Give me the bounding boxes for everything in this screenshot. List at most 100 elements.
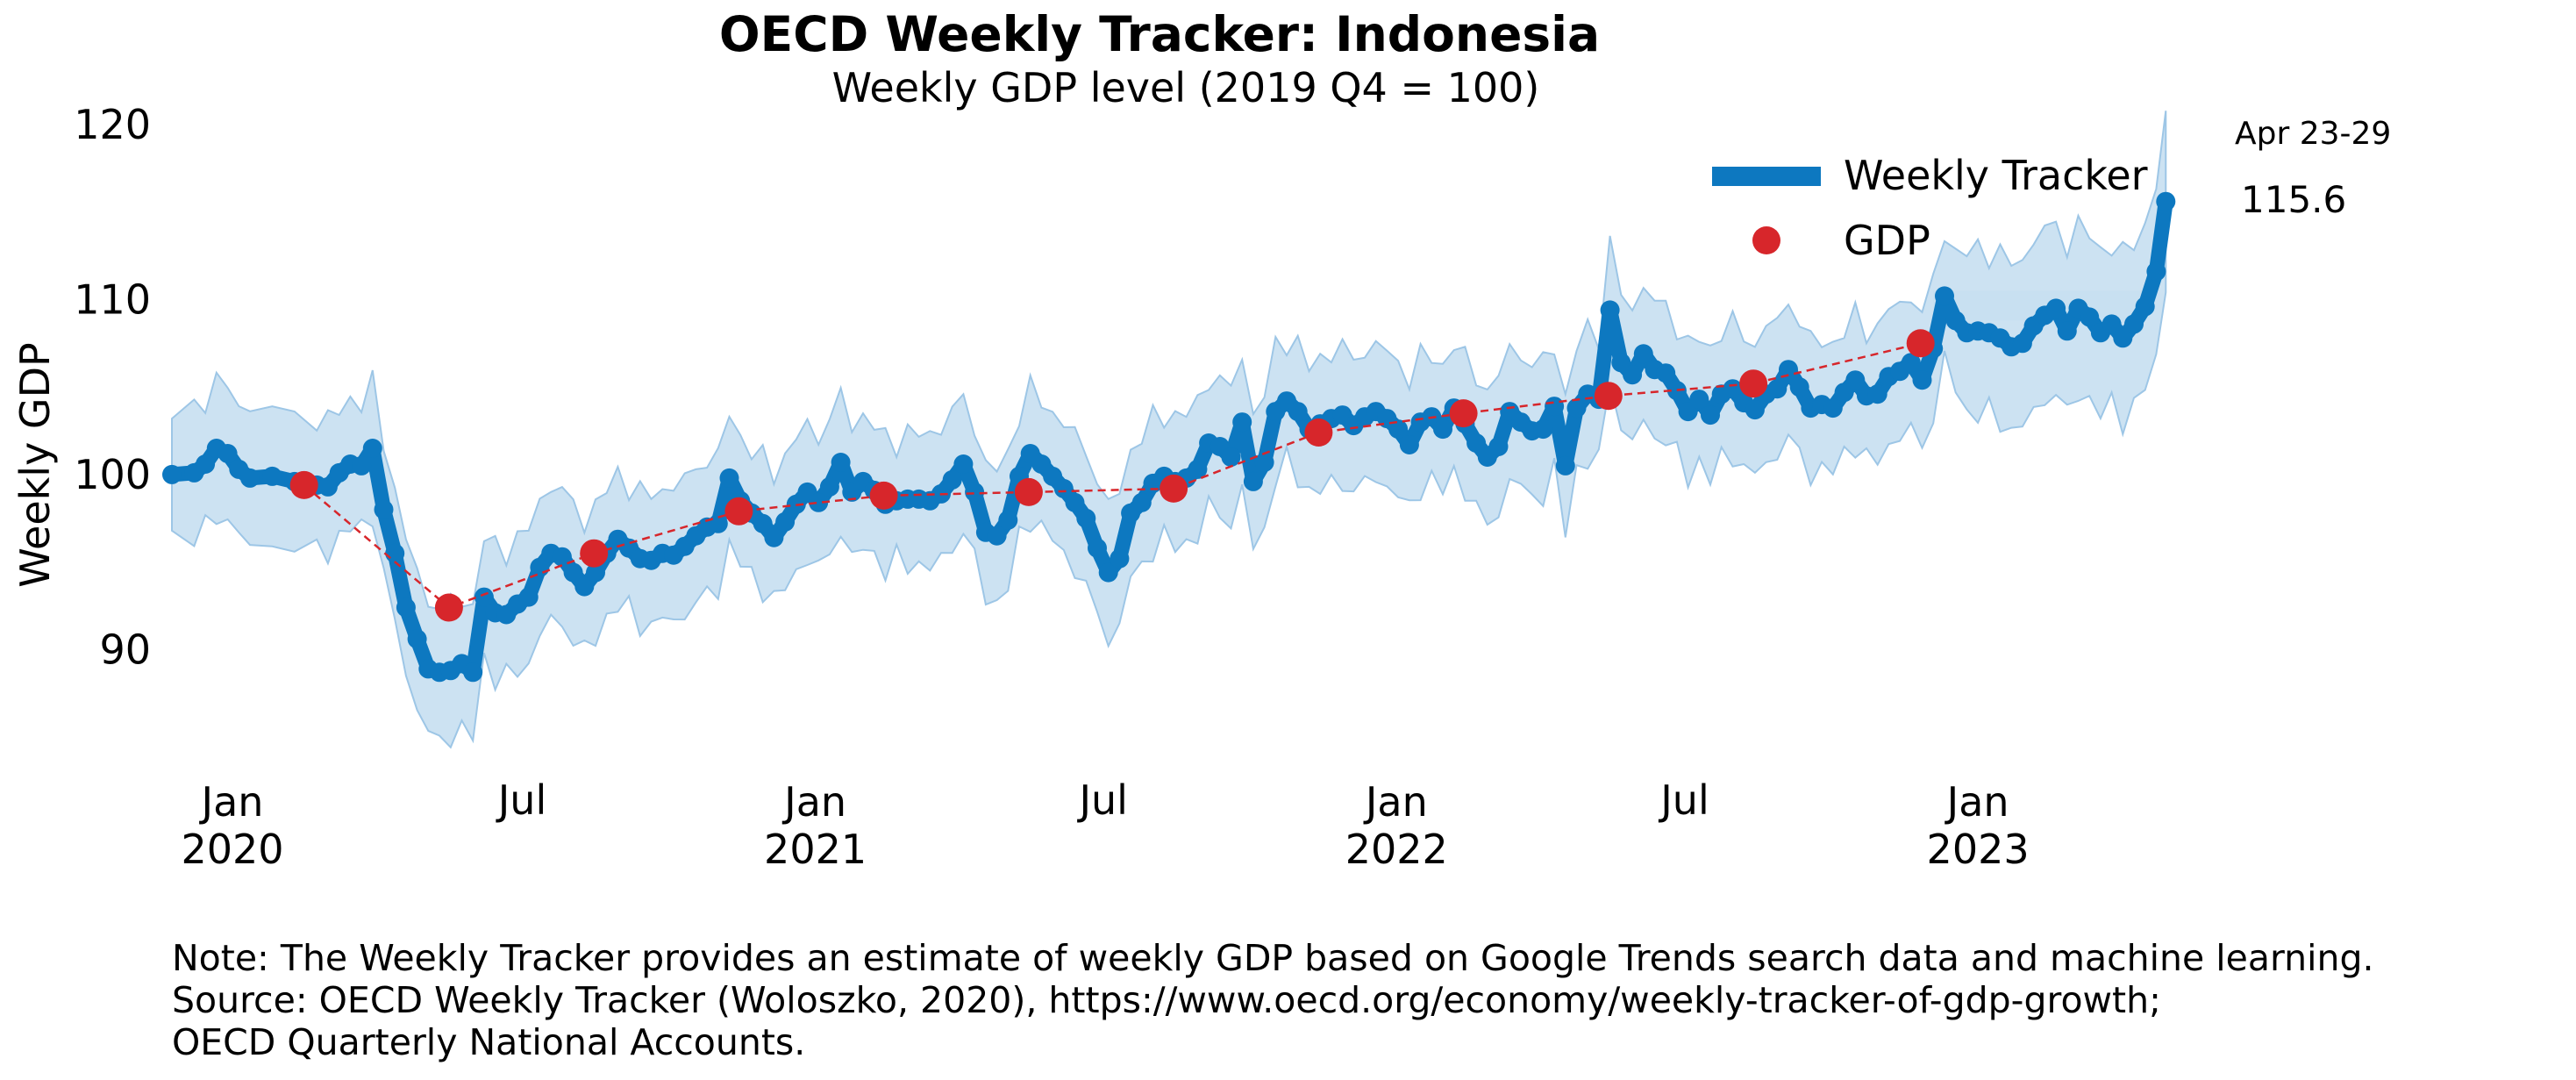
tracker-line-layer	[162, 191, 2176, 683]
gdp-point	[289, 470, 318, 499]
weekly-tracker-point	[1912, 370, 1932, 390]
weekly-tracker-point	[1466, 433, 1487, 453]
x-tick-label: Jul	[1658, 776, 1709, 824]
weekly-tracker-point	[1779, 360, 1798, 380]
weekly-tracker-point	[1388, 419, 1409, 440]
weekly-tracker-point	[987, 526, 1007, 546]
gdp-point	[1160, 474, 1188, 503]
weekly-tracker-point	[563, 562, 583, 583]
x-tick-label: Jan	[1363, 778, 1428, 826]
weekly-tracker-point	[1623, 365, 1643, 385]
weekly-tracker-point	[1633, 344, 1653, 364]
weekly-tracker-point	[831, 453, 851, 472]
weekly-tracker-point	[1745, 400, 1765, 420]
weekly-tracker-point	[1098, 562, 1118, 583]
weekly-tracker-point	[518, 587, 539, 607]
weekly-tracker-point	[1566, 398, 1587, 418]
weekly-tracker-point	[1243, 471, 1263, 491]
gdp-point	[580, 539, 609, 568]
weekly-tracker-point	[2146, 261, 2166, 282]
y-tick-label: 90	[99, 626, 151, 673]
confidence-band	[171, 111, 2167, 749]
weekly-tracker-point	[1188, 459, 1208, 479]
weekly-tracker-point	[1131, 492, 1152, 512]
weekly-tracker-point	[1611, 353, 1631, 373]
chart-subtitle: Weekly GDP level (2019 Q4 = 100)	[832, 64, 1540, 111]
weekly-tracker-point	[1232, 412, 1252, 433]
latest-value-annotation: 115.6	[2241, 178, 2346, 221]
weekly-tracker-point	[1288, 402, 1308, 422]
legend: Weekly Tracker GDP	[1712, 152, 2148, 264]
gdp-series-layer	[289, 329, 1935, 622]
gdp-point	[1449, 399, 1478, 428]
weekly-tracker-point	[1533, 419, 1553, 440]
weekly-tracker-point	[1845, 370, 1866, 390]
weekly-tracker-point	[1065, 492, 1085, 512]
gdp-point	[1014, 477, 1043, 506]
weekly-tracker-point	[1555, 455, 1575, 476]
weekly-tracker-point	[1945, 311, 1966, 331]
weekly-tracker-point	[474, 587, 494, 607]
x-tick-label: Jan	[781, 778, 846, 826]
gdp-point	[724, 497, 753, 526]
weekly-tracker-point	[1789, 377, 1809, 397]
weekly-tracker-point	[965, 482, 985, 502]
legend-gdp-label: GDP	[1844, 217, 1930, 264]
weekly-tracker-point	[753, 513, 773, 533]
gdp-dashed-line	[303, 342, 1921, 609]
weekly-tracker-point	[1053, 478, 1074, 498]
weekly-tracker-point	[2101, 314, 2122, 334]
weekly-tracker-point	[2135, 297, 2155, 317]
weekly-tracker-point	[1867, 384, 1887, 404]
weekly-tracker-point	[1088, 538, 1107, 558]
chart-title: OECD Weekly Tracker: Indonesia	[719, 6, 1600, 62]
weekly-tracker-point	[953, 454, 974, 474]
y-tick-label: 110	[74, 275, 151, 323]
weekly-tracker-point	[819, 476, 839, 497]
weekly-tracker-point	[1433, 419, 1452, 440]
weekly-tracker-point	[574, 576, 595, 597]
weekly-tracker-point	[318, 476, 338, 497]
weekly-tracker-point	[2046, 298, 2066, 318]
x-tick-label: Jan	[1944, 778, 2009, 826]
note-text: Note: The Weekly Tracker provides an est…	[172, 937, 2374, 979]
weekly-tracker-point	[362, 439, 382, 458]
weekly-tracker-point	[463, 662, 483, 683]
gdp-point	[434, 593, 463, 622]
weekly-tracker-point	[1689, 390, 1709, 410]
weekly-tracker-point	[407, 629, 427, 649]
weekly-tracker-point	[2113, 328, 2133, 348]
weekly-tracker-point	[1935, 286, 1954, 306]
x-tick-label: 2020	[181, 826, 283, 873]
weekly-tracker-point	[162, 464, 182, 484]
x-tick-label: 2022	[1345, 826, 1448, 873]
weekly-tracker-point	[586, 562, 605, 583]
weekly-tracker-point	[2012, 333, 2032, 354]
weekly-tracker-point	[2057, 321, 2077, 341]
weekly-tracker-point	[1834, 383, 1854, 403]
y-axis-ticks: 90 100 110 120	[74, 101, 151, 674]
weekly-tracker-point	[262, 466, 282, 486]
weekly-tracker-point	[1399, 435, 1419, 454]
x-tick-label: 2023	[1927, 826, 2030, 873]
weekly-tracker-point	[719, 468, 739, 488]
latest-week-annotation: Apr 23-29	[2235, 116, 2391, 152]
y-axis-label: Weekly GDP	[11, 342, 59, 587]
gdp-point	[1594, 382, 1623, 411]
weekly-tracker-point	[764, 527, 784, 547]
gdp-point	[1739, 369, 1768, 398]
weekly-tracker-point	[1221, 447, 1241, 467]
weekly-tracker-point	[1678, 402, 1698, 422]
weekly-tracker-point	[1031, 454, 1052, 474]
weekly-tracker-point	[2080, 307, 2100, 327]
weekly-tracker-point	[1488, 437, 1509, 456]
weekly-tracker-point	[998, 510, 1018, 530]
weekly-tracker-point	[2124, 314, 2144, 334]
weekly-tracker-point	[1656, 363, 1676, 383]
source-text-continued: OECD Quarterly National Accounts.	[172, 1021, 806, 1063]
legend-tracker-swatch	[1712, 167, 1821, 186]
x-tick-label: 2021	[764, 826, 867, 873]
y-tick-label: 100	[74, 451, 151, 498]
